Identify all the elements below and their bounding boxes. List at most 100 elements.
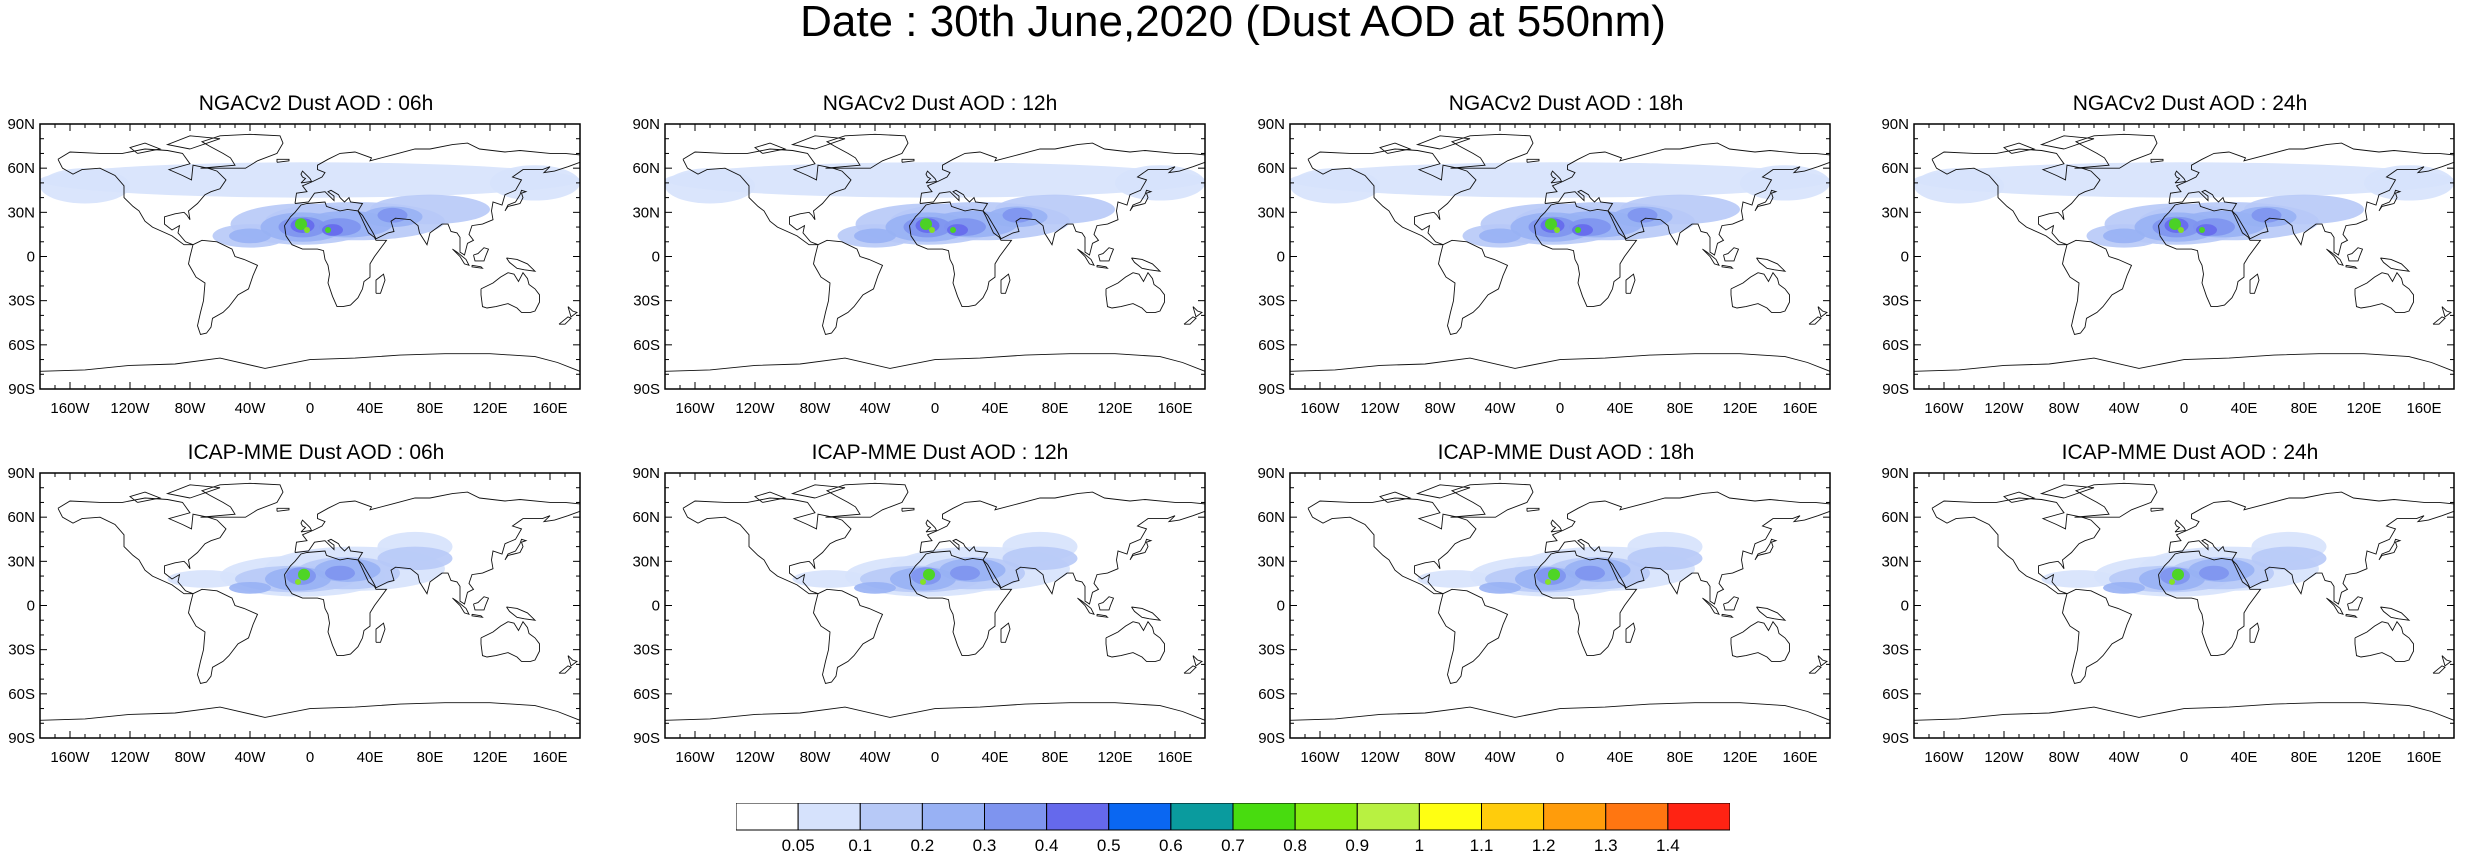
coastline: [188, 239, 259, 336]
coastline: [2345, 264, 2358, 269]
latitude-label: 0: [1901, 249, 1909, 266]
coastline: [188, 588, 259, 685]
longitude-label: 120W: [1984, 400, 2024, 417]
longitude-label: 120E: [472, 400, 507, 417]
colorbar-box: [1356, 803, 1420, 831]
coastline: [2174, 519, 2187, 533]
longitude-label: 40E: [357, 400, 384, 417]
dust-aod-field: [665, 162, 1205, 248]
aod-contour: [854, 581, 896, 594]
coastline: [504, 538, 528, 561]
coastline: [1913, 702, 2455, 721]
aod-contour: [295, 579, 301, 585]
coastline: [1721, 264, 1734, 269]
coastline: [1096, 613, 1109, 618]
latitude-label: 0: [652, 249, 660, 266]
coastline: [909, 201, 1013, 308]
coastlines: [1289, 482, 1831, 721]
latitude-label: 0: [1277, 598, 1285, 615]
colorbar-box: [736, 803, 799, 831]
longitude-label: 0: [931, 400, 939, 417]
coastline: [2249, 622, 2260, 643]
coastline: [1913, 353, 2455, 372]
longitude-label: 0: [1556, 749, 1564, 766]
coastline: [300, 519, 313, 533]
colorbar-box: [1294, 803, 1358, 831]
aod-contour: [1575, 227, 1581, 233]
colorbar-box: [797, 803, 861, 831]
coastline: [1307, 497, 1477, 595]
coastline: [558, 665, 572, 674]
longitude-label: 0: [2180, 749, 2188, 766]
coastline: [200, 482, 284, 518]
coastline: [682, 148, 852, 246]
latitude-label: 90S: [633, 381, 660, 398]
aod-contour: [854, 228, 896, 244]
longitude-label: 160W: [675, 749, 715, 766]
coastline: [754, 142, 787, 154]
longitude-label: 160E: [2406, 749, 2441, 766]
coastline: [925, 519, 938, 533]
coastline: [1379, 491, 1412, 503]
latitude-label: 0: [27, 249, 35, 266]
coastline: [2432, 665, 2446, 674]
colorbar-box: [1170, 803, 1234, 831]
latitude-label: 30N: [1881, 204, 1909, 221]
panel-title-icap-06h: ICAP-MME Dust AOD : 06h: [187, 441, 445, 464]
coastline: [754, 491, 787, 503]
aod-contour: [2178, 227, 2184, 233]
coastline: [2441, 655, 2452, 667]
latitude-label: 90S: [1258, 730, 1285, 747]
panel-title-icap-12h: ICAP-MME Dust AOD : 12h: [811, 441, 1069, 464]
latitude-label: 30S: [1882, 642, 1909, 659]
latitude-label: 90N: [632, 116, 660, 133]
colorbar: [736, 803, 1730, 831]
aod-contour: [1572, 224, 1593, 236]
longitude-label: 0: [306, 749, 314, 766]
colorbar-box: [1667, 803, 1730, 831]
coastline: [1077, 248, 1095, 267]
latitude-label: 90S: [8, 730, 35, 747]
aod-contour: [920, 218, 932, 230]
latitude-label: 60S: [1882, 686, 1909, 703]
aod-contour: [665, 168, 755, 204]
coastline: [2432, 316, 2446, 325]
coastline: [2326, 248, 2344, 267]
coastline: [1000, 273, 1011, 294]
longitude-label: 40W: [235, 400, 267, 417]
coastline: [165, 135, 221, 150]
coastline: [300, 170, 313, 184]
aod-contour: [2199, 565, 2229, 581]
coastline: [1129, 538, 1153, 561]
colorbar-tick-label: 0.05: [781, 836, 815, 855]
coastline: [1550, 519, 1563, 533]
coastline: [1183, 316, 1197, 325]
coastline: [1625, 622, 1636, 643]
coastline: [2354, 271, 2414, 313]
longitude-label: 40E: [2231, 400, 2258, 417]
colorbar-tick-label: 0.8: [1283, 836, 1307, 855]
aod-contour: [2196, 224, 2217, 236]
coastline: [1754, 538, 1778, 561]
coastline: [2345, 613, 2358, 618]
colorbar-tick-label: 0.9: [1345, 836, 1370, 855]
coastlines: [1913, 133, 2455, 372]
dust-aod-field: [1417, 531, 1703, 597]
map-frame: [39, 472, 581, 739]
aod-contour: [1740, 165, 1830, 201]
latitude-label: 30S: [1882, 293, 1909, 310]
dust-aod-field: [1290, 162, 1830, 248]
coastline: [2326, 597, 2344, 616]
coastline: [664, 702, 1206, 721]
dust-aod-field: [792, 531, 1078, 597]
coastline: [1000, 622, 1011, 643]
map-panel-ngac-24h: 90N 60N 30N 0 30S 60S 90S 160W 120W 80W 40W 0 40E 80E…: [1881, 116, 2455, 417]
coastline: [1730, 620, 1790, 662]
latitude-label: 60N: [632, 160, 660, 177]
coastline: [1450, 133, 1534, 169]
coastline: [790, 484, 846, 499]
aod-contour: [1545, 579, 1551, 585]
latitude-label: 30S: [1258, 642, 1285, 659]
coastline: [1534, 550, 1638, 657]
coastline: [1931, 497, 2101, 595]
